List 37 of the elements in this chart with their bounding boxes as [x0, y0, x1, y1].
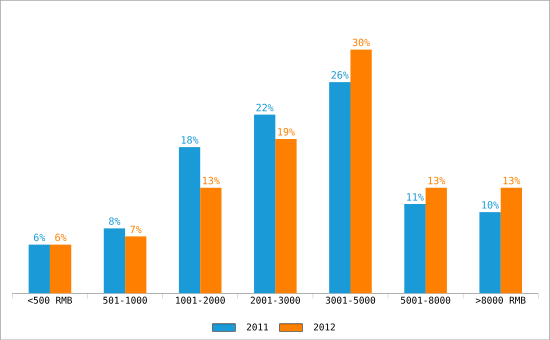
bar [50, 244, 72, 294]
data-label: 26% [332, 71, 349, 79]
data-label: 6% [55, 233, 66, 242]
data-label: 7% [130, 226, 142, 233]
data-label: 11% [407, 193, 424, 200]
bar [125, 236, 146, 294]
data-label: 6% [34, 233, 46, 242]
bar [178, 146, 200, 294]
data-label: 18% [182, 136, 198, 144]
legend-label: 2012 [314, 323, 335, 330]
x-tick-label: <500 RMB [28, 296, 72, 304]
bar [350, 49, 372, 294]
x-tick-label: 2001-3000 [250, 296, 300, 304]
data-label: 10% [482, 201, 499, 209]
data-label: 13% [203, 176, 220, 184]
x-tick-label: 501-1000 [103, 296, 147, 304]
data-label: 22% [256, 104, 274, 112]
x-tick-label: 5001-8000 [400, 296, 450, 304]
x-tick-label: 1001-2000 [176, 296, 225, 304]
bar [104, 228, 126, 294]
data-label: 13% [428, 176, 446, 184]
bar [275, 138, 297, 294]
bar [479, 212, 501, 294]
bar [28, 244, 50, 294]
bar [500, 188, 522, 294]
data-label: 19% [278, 128, 295, 136]
x-tick-label: >8000 RMB [476, 296, 526, 304]
bar [254, 114, 276, 294]
data-label: 8% [109, 217, 120, 225]
bar [426, 188, 447, 294]
bar [200, 188, 222, 294]
bar [404, 204, 426, 294]
data-label: 13% [504, 176, 520, 184]
legend-label: 2011 [246, 323, 268, 330]
bar [329, 82, 350, 294]
data-label: 30% [352, 38, 370, 46]
x-tick-label: 3001-5000 [326, 296, 376, 304]
